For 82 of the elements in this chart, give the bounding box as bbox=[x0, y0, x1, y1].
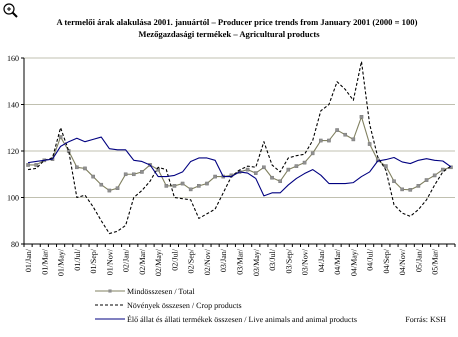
point bbox=[156, 168, 160, 172]
x-tick-label: 04/Jul/ bbox=[366, 248, 375, 271]
legend-label: Növények összesen / Crop products bbox=[127, 301, 242, 310]
point bbox=[432, 174, 436, 178]
point bbox=[58, 135, 62, 139]
point bbox=[164, 184, 168, 188]
point bbox=[140, 170, 144, 174]
point bbox=[116, 186, 120, 190]
point bbox=[172, 184, 176, 188]
point bbox=[286, 168, 290, 172]
x-tick-label: 04/Sep/ bbox=[382, 248, 391, 274]
point bbox=[408, 188, 412, 192]
y-tick-label: 80 bbox=[11, 240, 19, 249]
point bbox=[424, 178, 428, 182]
point bbox=[302, 160, 306, 164]
point bbox=[360, 115, 364, 119]
x-tick-label: 03/Jan/ bbox=[219, 248, 228, 272]
point bbox=[416, 184, 420, 188]
point bbox=[319, 138, 323, 142]
point bbox=[180, 182, 184, 186]
text: Forrás: KSH bbox=[405, 315, 446, 324]
x-tick-label: 05/Jan/ bbox=[414, 248, 424, 272]
x-tick-label: 03/Sep/ bbox=[284, 248, 294, 274]
y-tick-label: 120 bbox=[7, 147, 19, 156]
x-tick-label: 02/Mar/ bbox=[138, 248, 147, 275]
x-tick-label: 02/Jul/ bbox=[170, 248, 180, 271]
y-tick-label: 100 bbox=[7, 194, 19, 202]
point bbox=[384, 164, 388, 168]
point bbox=[327, 138, 331, 142]
point bbox=[254, 171, 258, 175]
point bbox=[99, 182, 104, 187]
legend-label: Mindösszesen / Total bbox=[127, 287, 196, 296]
x-tick-label: 04/May/ bbox=[349, 248, 358, 276]
chart-subtitle: Mezőgazdasági termékek – Agricultural products bbox=[138, 29, 320, 39]
x-tick-label: 03/Jul/ bbox=[268, 248, 278, 271]
x-tick-label: 04/Jan/ bbox=[316, 248, 326, 272]
point bbox=[83, 166, 87, 170]
point bbox=[343, 132, 348, 137]
point bbox=[392, 179, 396, 184]
point bbox=[400, 188, 404, 192]
point bbox=[270, 176, 274, 180]
point bbox=[75, 165, 79, 170]
legend-label: Élő állat és állati termékek összesen / Live animals and animal products bbox=[127, 315, 357, 324]
y-tick-label: 140 bbox=[7, 100, 19, 110]
x-tick-label: 04/Mar/ bbox=[333, 248, 342, 275]
point bbox=[352, 138, 356, 142]
x-tick-label: 01/Jan/ bbox=[24, 248, 34, 272]
point bbox=[108, 188, 112, 192]
x-tick-label: 05/Mar/ bbox=[430, 248, 440, 275]
x-tick-label: 01/Nov/ bbox=[105, 248, 114, 276]
point bbox=[34, 163, 38, 167]
point bbox=[335, 128, 339, 132]
x-tick-label: 03/Mar/ bbox=[236, 248, 244, 275]
x-tick-label: 01/May/ bbox=[56, 248, 66, 276]
point bbox=[262, 165, 266, 170]
point bbox=[91, 174, 95, 178]
point bbox=[310, 152, 314, 156]
line-series bbox=[28, 60, 452, 234]
x-tick-label: 02/Sep/ bbox=[186, 248, 196, 274]
point bbox=[124, 172, 128, 176]
point bbox=[197, 184, 201, 188]
point bbox=[188, 188, 193, 192]
x-tick-label: 01/Mar/ bbox=[40, 248, 50, 275]
point bbox=[213, 174, 217, 178]
y-tick-label: 160 bbox=[7, 54, 19, 63]
line-series bbox=[28, 136, 452, 196]
point bbox=[278, 179, 282, 184]
point bbox=[246, 168, 250, 172]
point bbox=[205, 182, 209, 186]
point bbox=[368, 142, 372, 146]
chart-title: A termelői árak alakulása 2001. januártól – Producer price trends from January 2001 (2000 = 100) bbox=[56, 17, 418, 27]
point bbox=[26, 163, 30, 167]
x-tick-label: 03/May/ bbox=[252, 248, 261, 276]
x-tick-label: 01/Jul/ bbox=[72, 248, 82, 271]
point bbox=[132, 172, 136, 176]
x-tick-label: 01/Sep/ bbox=[89, 248, 98, 274]
x-tick-label: 02/May/ bbox=[154, 248, 164, 276]
x-tick-label: 03/Nov/ bbox=[300, 248, 310, 276]
x-tick-label: 02/Jan/ bbox=[122, 248, 131, 272]
point bbox=[294, 164, 298, 168]
x-tick-label: 02/Nov/ bbox=[202, 248, 212, 276]
x-tick-label: 04/Nov/ bbox=[398, 248, 408, 276]
